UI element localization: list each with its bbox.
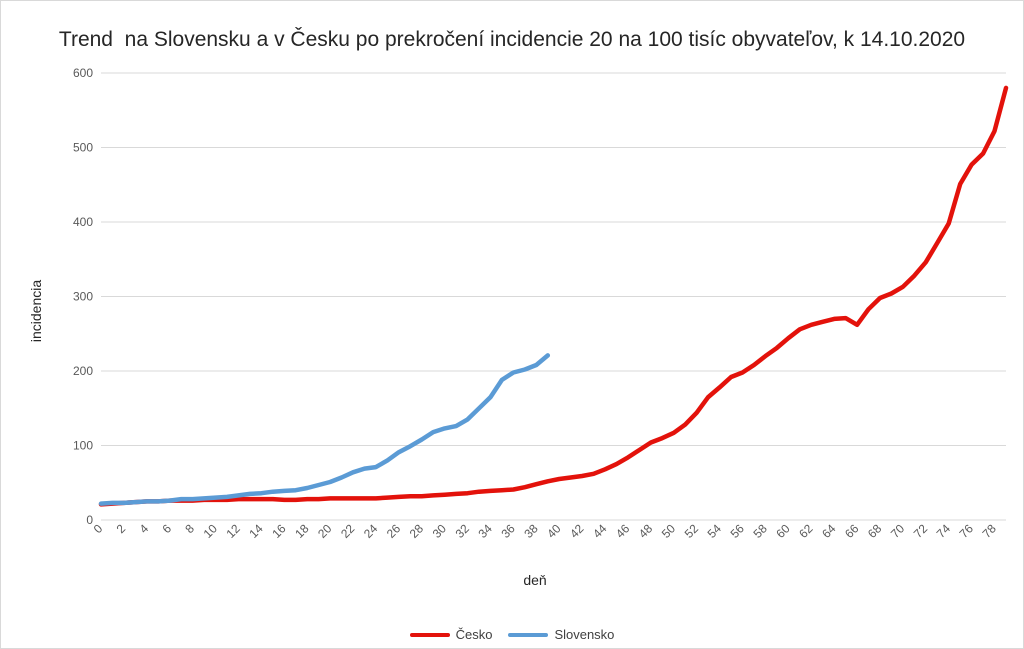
x-tick-label: 6 [159, 521, 174, 536]
x-tick-label: 12 [223, 521, 243, 541]
x-tick-label: 18 [292, 521, 312, 541]
x-tick-label: 22 [338, 521, 358, 541]
legend-label-slovensko: Slovensko [554, 627, 615, 642]
x-tick-label: 74 [934, 521, 954, 541]
x-tick-label: 28 [407, 521, 427, 541]
x-tick-label: 8 [182, 521, 197, 536]
x-tick-label: 58 [750, 521, 770, 541]
x-tick-label: 66 [842, 521, 862, 541]
y-axis-ticks: 0 100 200 300 400 500 600 [73, 66, 93, 527]
x-tick-label: 70 [888, 521, 908, 541]
y-tick-label: 300 [73, 290, 93, 304]
x-tick-label: 32 [453, 521, 473, 541]
x-tick-label: 68 [865, 521, 885, 541]
x-tick-label: 10 [201, 521, 221, 541]
x-tick-label: 72 [911, 521, 931, 541]
x-tick-label: 36 [498, 521, 518, 541]
legend: Česko Slovensko [0, 627, 1024, 642]
gridlines [101, 72, 1006, 446]
legend-label-cesko: Česko [455, 627, 493, 642]
legend-swatch-cesko [409, 632, 450, 637]
x-tick-label: 54 [705, 521, 725, 541]
x-tick-label: 78 [980, 521, 1000, 541]
x-tick-label: 64 [819, 521, 839, 541]
x-tick-label: 40 [544, 521, 564, 541]
y-tick-label: 500 [73, 141, 93, 155]
x-tick-label: 38 [521, 521, 541, 541]
legend-swatch-slovensko [508, 632, 549, 637]
x-tick-label: 42 [567, 521, 587, 541]
x-tick-label: 2 [114, 521, 129, 536]
x-tick-label: 30 [430, 521, 450, 541]
x-tick-label: 62 [796, 521, 816, 541]
y-tick-label: 200 [73, 364, 93, 378]
x-tick-label: 46 [613, 521, 633, 541]
x-tick-label: 26 [384, 521, 404, 541]
y-axis-title: incidencia [28, 280, 44, 342]
x-tick-label: 76 [957, 521, 977, 541]
x-tick-label: 52 [682, 521, 702, 541]
x-tick-label: 34 [476, 521, 496, 541]
series-line-slovensko [98, 353, 551, 506]
series-lines [98, 85, 1009, 507]
x-tick-label: 56 [728, 521, 748, 541]
x-tick-label: 44 [590, 521, 610, 541]
x-tick-label: 24 [361, 521, 381, 541]
y-tick-label: 600 [73, 66, 93, 80]
y-tick-label: 0 [86, 513, 93, 527]
series-line-cesko [98, 85, 1009, 507]
chart-title: Trend na Slovensku a v Česku po prekroče… [58, 28, 966, 51]
x-tick-label: 60 [773, 521, 793, 541]
x-tick-label: 0 [91, 521, 106, 536]
x-tick-label: 16 [269, 521, 289, 541]
legend-item-slovensko: Slovensko [508, 627, 614, 642]
x-tick-label: 50 [659, 521, 679, 541]
legend-item-cesko: Česko [409, 627, 493, 642]
x-axis-ticks: 0 2 4 6 8 10 12 14 16 18 20 22 24 26 28 30 32 34 36 38 40 42 4… [91, 521, 999, 541]
x-tick-label: 48 [636, 521, 656, 541]
y-tick-label: 400 [73, 215, 93, 229]
x-tick-label: 4 [137, 521, 152, 536]
x-tick-label: 14 [246, 521, 266, 541]
y-tick-label: 100 [73, 439, 93, 453]
x-axis-title: deň [523, 572, 546, 588]
x-tick-label: 20 [315, 521, 335, 541]
